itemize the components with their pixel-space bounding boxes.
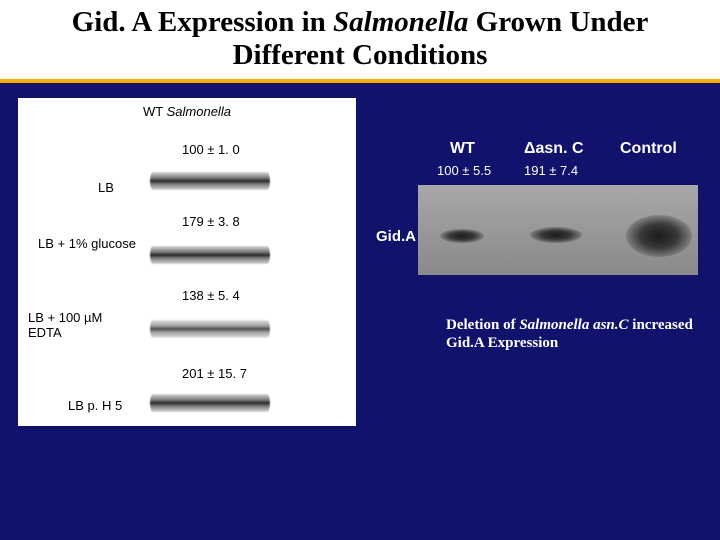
title-pre: Gid. A Expression in xyxy=(72,6,333,38)
row-value: 100 ± 1. 0 xyxy=(182,142,240,157)
wt-header-pre: WT xyxy=(143,104,167,119)
left-western-panel: WT Salmonella 100 ± 1. 0LB179 ± 3. 8LB +… xyxy=(18,98,356,426)
western-band xyxy=(150,246,270,264)
western-band xyxy=(150,320,270,338)
row-label: LB + 100 µM EDTA xyxy=(28,310,138,340)
title-line2: Different Conditions xyxy=(10,39,710,72)
wt-header-italic: Salmonella xyxy=(167,104,231,119)
caption-pre: Deletion of xyxy=(446,317,519,333)
title-post: Grown Under xyxy=(468,6,648,38)
caption-italic1: Salmonella xyxy=(519,317,589,333)
blot-band xyxy=(440,229,484,243)
western-band xyxy=(150,394,270,412)
right-header: Δasn. C xyxy=(524,140,584,158)
title-box: Gid. A Expression in Salmonella Grown Un… xyxy=(0,0,720,83)
row-value: 179 ± 3. 8 xyxy=(182,214,240,229)
right-header: Control xyxy=(620,140,677,158)
blot-band xyxy=(626,215,692,257)
left-panel-header: WT Salmonella xyxy=(18,104,356,119)
blot-band xyxy=(530,227,582,243)
row-value: 201 ± 15. 7 xyxy=(182,366,247,381)
caption: Deletion of Salmonella asn.C increased G… xyxy=(446,316,711,352)
western-band xyxy=(150,172,270,190)
row-label: LB + 1% glucose xyxy=(38,236,148,251)
title-line1: Gid. A Expression in Salmonella Grown Un… xyxy=(10,6,710,39)
caption-italic2: asn.C xyxy=(593,317,632,333)
gida-label: Gid.A xyxy=(376,228,416,245)
row-value: 138 ± 5. 4 xyxy=(182,288,240,303)
right-blot-image xyxy=(418,185,698,275)
title-italic: Salmonella xyxy=(333,6,468,38)
right-value: 191 ± 7.4 xyxy=(524,163,578,178)
right-value: 100 ± 5.5 xyxy=(437,163,491,178)
right-header: WT xyxy=(450,140,475,158)
